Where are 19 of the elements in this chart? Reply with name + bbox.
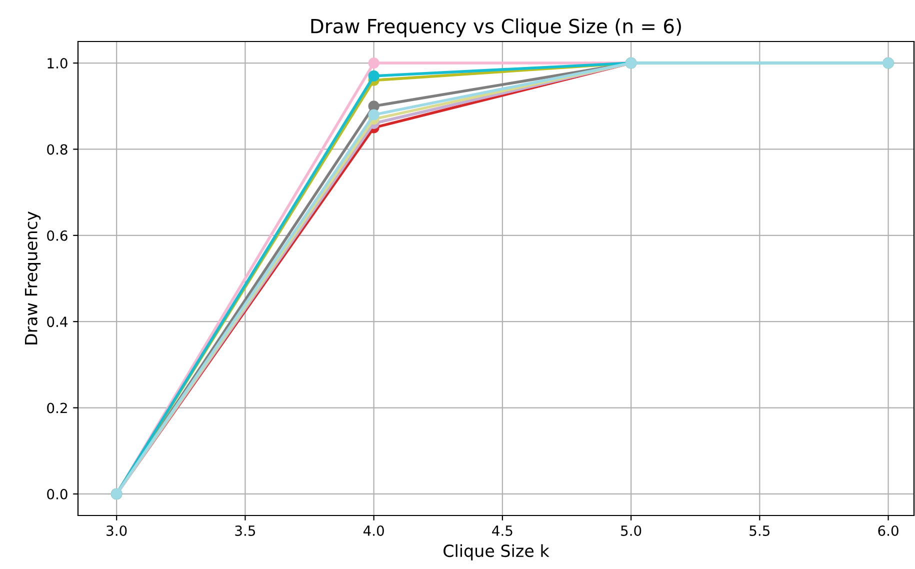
point bbox=[368, 57, 380, 69]
point bbox=[368, 70, 380, 82]
x-tick-label: 5.5 bbox=[750, 526, 770, 536]
y-tick-label: 0.2 bbox=[47, 402, 67, 414]
x-tick-label: 5.0 bbox=[621, 525, 642, 536]
y-tick-label: 0.4 bbox=[47, 316, 68, 328]
x-tick-label: 4.0 bbox=[363, 525, 384, 536]
x-tick-label: 4.5 bbox=[492, 526, 512, 536]
y-tick-label: 0.6 bbox=[47, 230, 68, 241]
chart-title: Draw Frequency vs Clique Size (n = 6) bbox=[311, 18, 681, 38]
x-tick-label: 3.5 bbox=[235, 525, 256, 536]
y-axis-title: Draw Frequency bbox=[25, 212, 41, 344]
x-tick-label: 3.0 bbox=[106, 525, 127, 536]
point bbox=[368, 109, 380, 120]
y-tick-label: 0.8 bbox=[47, 144, 68, 155]
y-tick-label: 1.0 bbox=[48, 58, 68, 69]
y-tick-label: 0.0 bbox=[47, 488, 68, 500]
x-tick-label: 6.0 bbox=[878, 525, 898, 536]
x-axis-title: Clique Size k bbox=[444, 544, 550, 560]
